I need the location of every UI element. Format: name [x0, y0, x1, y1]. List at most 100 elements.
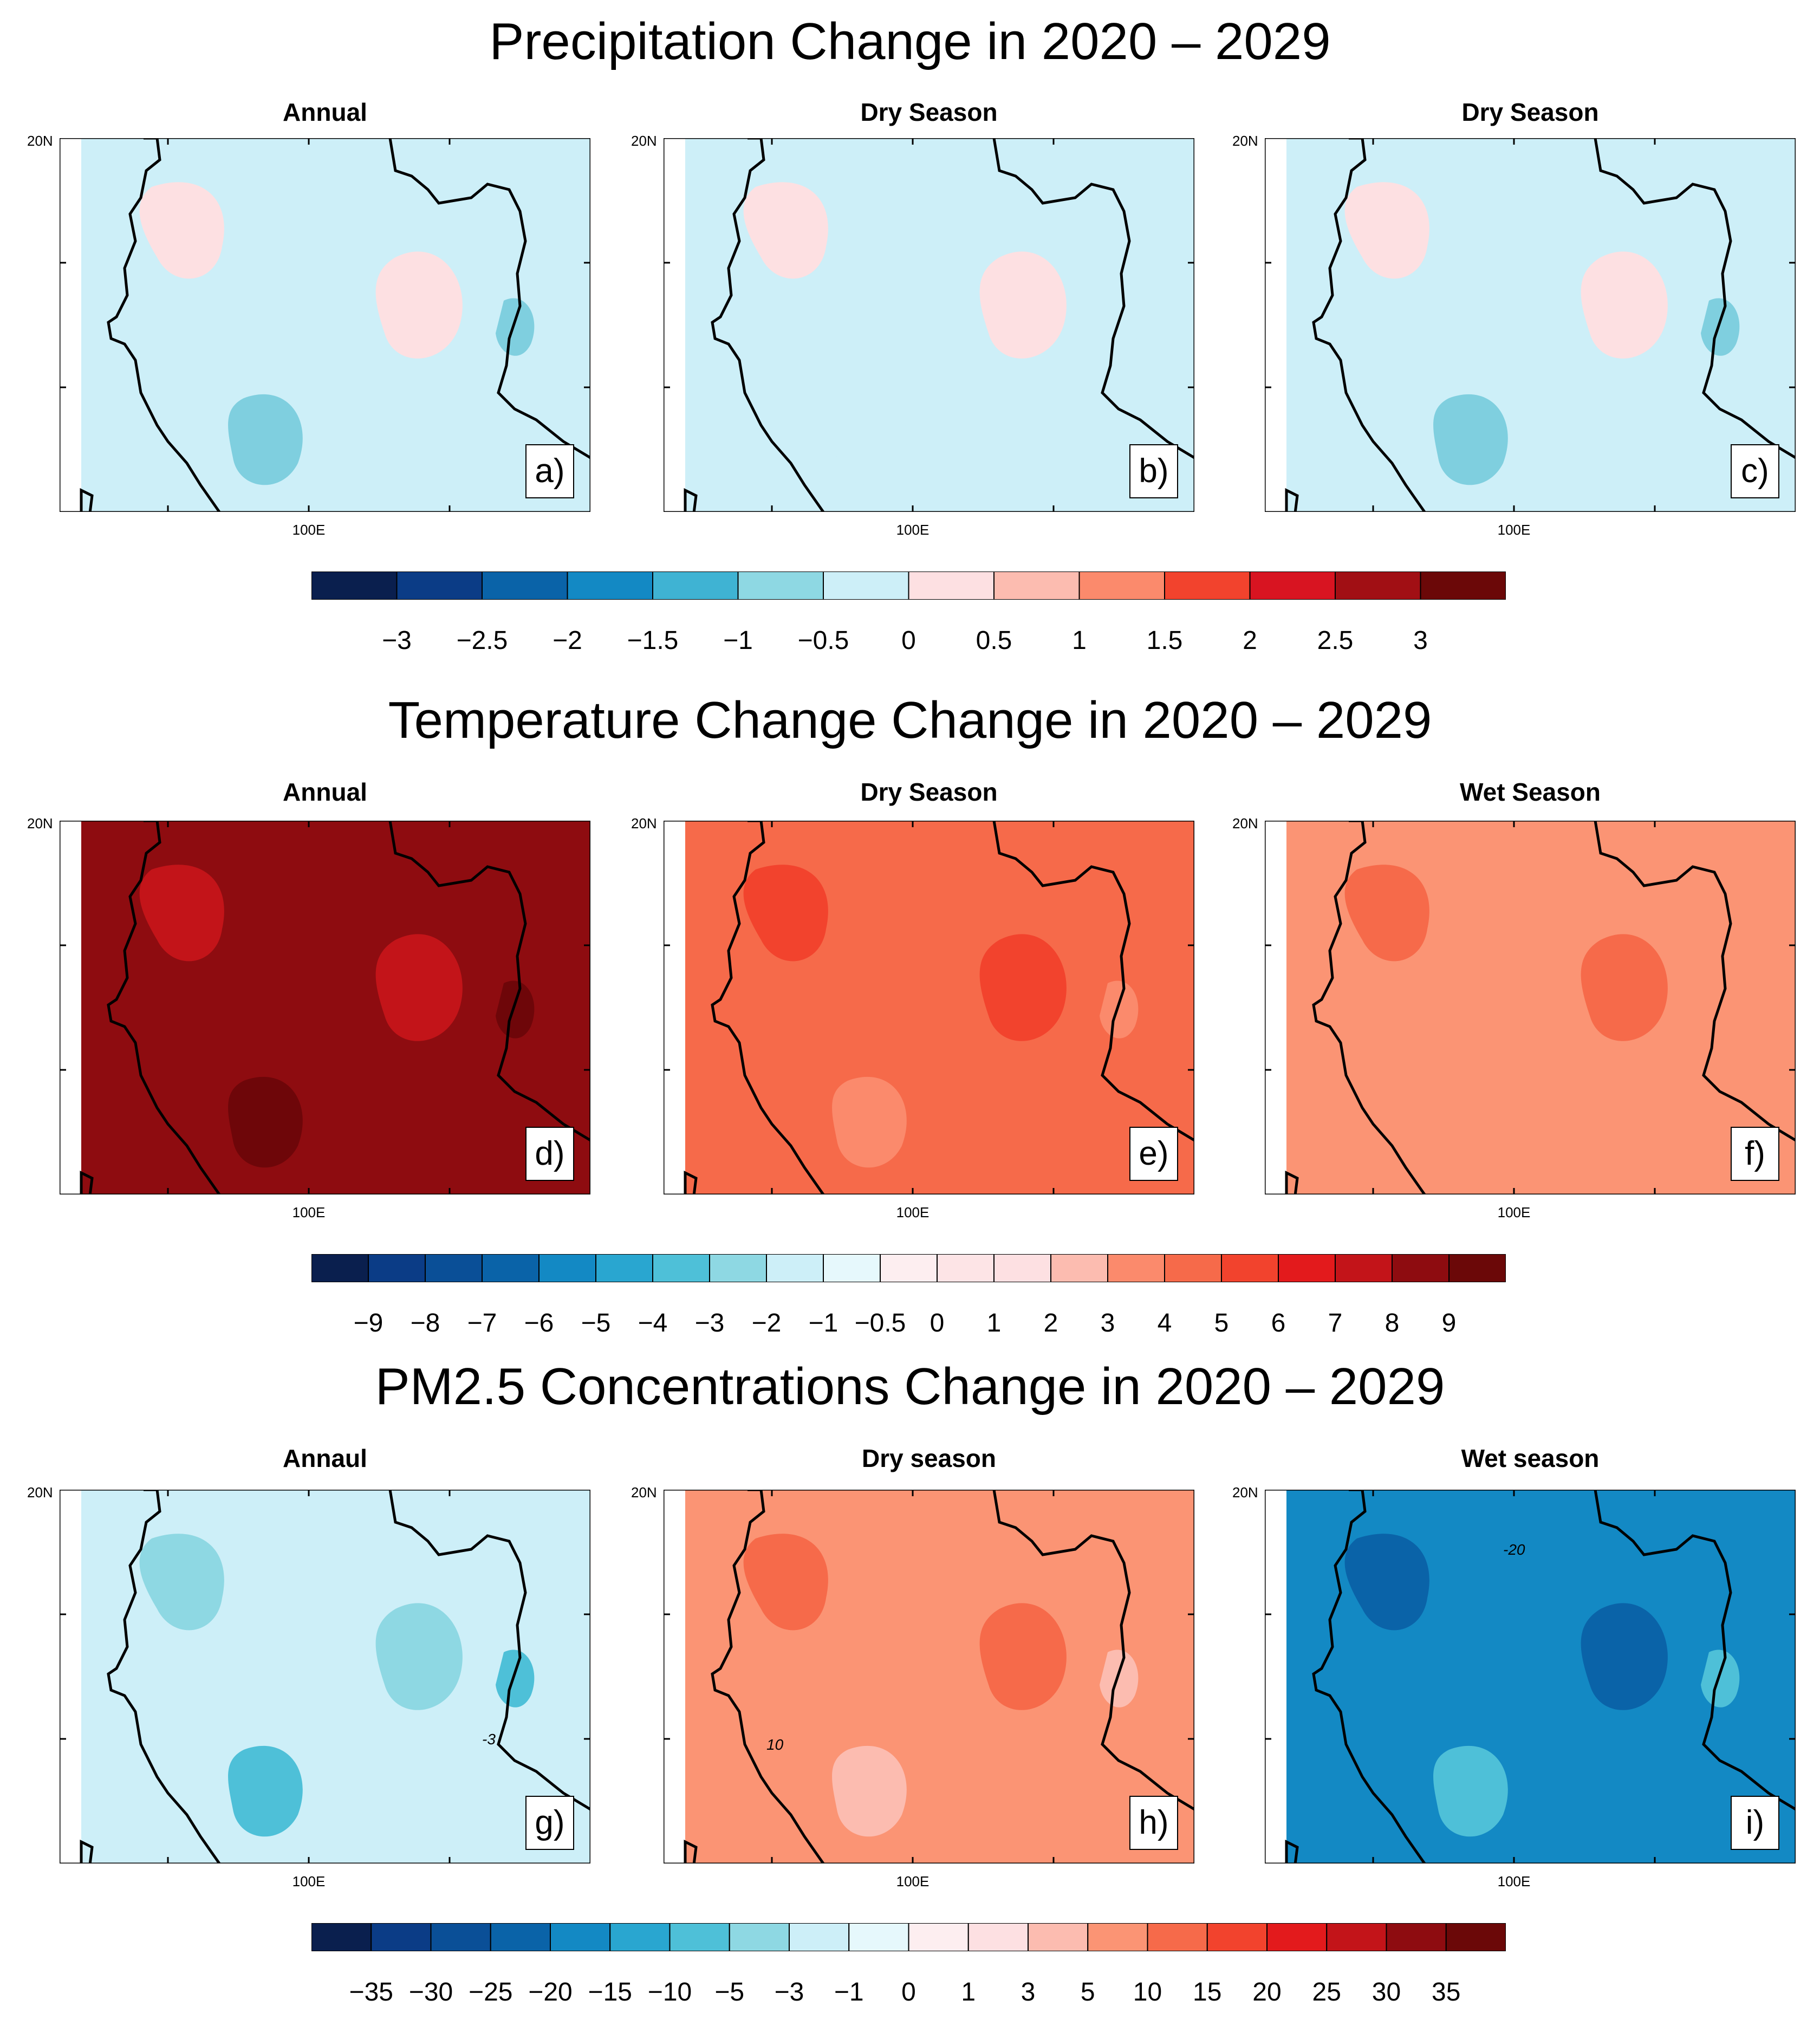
contour-region: [375, 934, 463, 1041]
contour-region: [1344, 1534, 1429, 1631]
colorbar-label: 4: [1157, 1309, 1172, 1337]
colorbar-label: 7: [1328, 1309, 1343, 1337]
colorbar-swatch: [1078, 572, 1165, 600]
colorbar-swatch: [1326, 1923, 1387, 1951]
panel-title: Wet season: [1461, 1444, 1600, 1472]
contour-region: [1701, 298, 1740, 356]
colorbar-label: 2.5: [1317, 626, 1354, 655]
colorbar-label: −1.5: [627, 626, 679, 655]
panel-tag: e): [1129, 1127, 1178, 1181]
panel-title: Annual: [283, 778, 367, 806]
colorbar-label: 2: [1243, 626, 1257, 655]
colorbar-swatch: [1386, 1923, 1447, 1951]
lat-label: 20N: [631, 815, 657, 832]
colorbar-swatch: [482, 1254, 540, 1282]
colorbar-swatch: [766, 1254, 824, 1282]
coastline: [1594, 821, 1796, 1142]
section-title-temp: Temperature Change Change in 2020 – 2029: [388, 691, 1432, 749]
contour-region: [743, 1534, 828, 1631]
contour-region: [743, 182, 828, 279]
colorbar-swatch: [538, 1254, 596, 1282]
colorbar-label: 15: [1193, 1978, 1222, 2006]
panel-title: Dry Season: [1461, 98, 1599, 126]
colorbar-swatch: [669, 1923, 730, 1951]
colorbar-swatch: [396, 572, 483, 600]
colorbar-label: −6: [524, 1309, 554, 1337]
colorbar-label: 30: [1372, 1978, 1401, 2006]
colorbar-label: −3: [382, 626, 412, 655]
contour-region: [979, 934, 1067, 1041]
panel-title: Wet Season: [1460, 778, 1601, 806]
colorbar-swatch: [1050, 1254, 1108, 1282]
lon-label: 100E: [896, 1204, 929, 1220]
panel-tag: d): [525, 1127, 574, 1181]
colorbar-label: −8: [410, 1309, 440, 1337]
contour-label: -20: [1503, 1541, 1525, 1558]
contour-region: [496, 298, 535, 356]
colorbar-swatch: [482, 572, 568, 600]
colorbar-swatch: [1206, 1923, 1268, 1951]
colorbar-swatch: [311, 1923, 372, 1951]
colorbar: [311, 1923, 1506, 1951]
colorbar-swatch: [908, 572, 994, 600]
colorbar-label: 3: [1020, 1978, 1036, 2006]
lat-label: 20N: [1232, 133, 1258, 149]
map-panel: [664, 821, 1194, 1194]
coastline: [684, 138, 825, 512]
contour-region: [139, 1534, 224, 1631]
lon-label: 100E: [1497, 1204, 1531, 1220]
colorbar-label: −0.5: [854, 1309, 906, 1337]
colorbar-swatch: [908, 1923, 969, 1951]
colorbar-label: 5: [1214, 1309, 1229, 1337]
colorbar-swatch: [1221, 1254, 1279, 1282]
colorbar-label: −2: [552, 626, 582, 655]
colorbar-label: −1: [808, 1309, 838, 1337]
colorbar-label: 5: [1080, 1978, 1095, 2006]
colorbar-swatch: [1448, 1254, 1506, 1282]
map-panel: [60, 138, 590, 512]
map-panel: [664, 138, 1194, 512]
colorbar-label: 0.5: [976, 626, 1012, 655]
colorbar-label: 1: [961, 1978, 976, 2006]
colorbar-label: 0: [901, 626, 916, 655]
colorbar-swatch: [1266, 1923, 1328, 1951]
contour-region: [1433, 394, 1508, 485]
contour-region: [1100, 980, 1139, 1038]
contour-region: [375, 251, 463, 359]
panel-tag: h): [1129, 1796, 1178, 1850]
colorbar-label: −3: [694, 1309, 725, 1337]
panel-tag: a): [525, 444, 574, 498]
colorbar-swatch: [789, 1923, 850, 1951]
colorbar-swatch: [430, 1923, 491, 1951]
contour-region: [1344, 865, 1429, 962]
contour-region: [1433, 1745, 1508, 1837]
colorbar-label: −2.5: [456, 626, 508, 655]
contour-region: [979, 1603, 1067, 1710]
colorbar-swatch: [937, 1254, 994, 1282]
contour-region: [1100, 298, 1139, 356]
colorbar-label: 0: [901, 1978, 916, 2006]
coastline: [992, 1490, 1194, 1811]
lat-label: 20N: [631, 133, 657, 149]
colorbar-swatch: [1164, 1254, 1222, 1282]
colorbar-swatch: [993, 572, 1080, 600]
colorbar-swatch: [1087, 1923, 1148, 1951]
colorbar-swatch: [368, 1254, 426, 1282]
contour-region: [832, 1745, 907, 1837]
colorbar-label: 1: [986, 1309, 1002, 1337]
colorbar-swatch: [1278, 1254, 1336, 1282]
colorbar-label: 3: [1100, 1309, 1115, 1337]
colorbar-swatch: [490, 1923, 551, 1951]
colorbar-label: 10: [1133, 1978, 1162, 2006]
colorbar-label: −9: [353, 1309, 384, 1337]
colorbar-swatch: [652, 1254, 710, 1282]
colorbar-label: 9: [1441, 1309, 1457, 1337]
colorbar: [311, 1254, 1506, 1282]
colorbar-label: −3: [774, 1978, 804, 2006]
coastline: [684, 1490, 825, 1863]
colorbar-label: −30: [408, 1978, 453, 2006]
colorbar-label: −35: [349, 1978, 393, 2006]
colorbar-swatch: [823, 572, 909, 600]
map-panel: [60, 821, 590, 1194]
colorbar-swatch: [370, 1923, 432, 1951]
